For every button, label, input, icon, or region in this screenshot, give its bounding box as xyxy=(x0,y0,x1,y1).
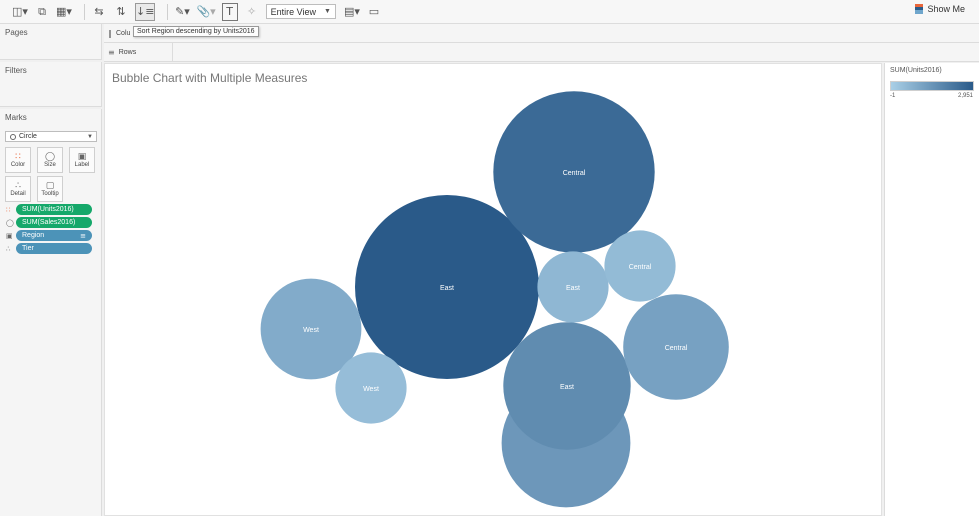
pill-tier[interactable]: Tier xyxy=(16,243,92,254)
pill-label: SUM(Sales2016) xyxy=(22,219,76,226)
duplicate-sheet-icon[interactable]: ⧉ xyxy=(38,4,46,18)
color-legend: SUM(Units2016) -1 2,951 xyxy=(884,63,979,516)
label-icon: ▣ xyxy=(6,231,13,240)
swap-icon[interactable]: ⇆ xyxy=(94,5,104,18)
bubble-east[interactable] xyxy=(355,195,539,379)
detail-button-label: Detail xyxy=(10,191,26,197)
show-cards-icon[interactable]: ▤▾ xyxy=(343,5,360,18)
toolbar-divider xyxy=(167,3,169,20)
tooltip-button-label: Tooltip xyxy=(41,191,59,197)
bubble-label: Central xyxy=(629,264,652,271)
bubble-label: Central xyxy=(665,345,688,352)
pill-label: Region xyxy=(22,232,45,239)
bubble-label: Central xyxy=(563,170,586,177)
bubble-east[interactable] xyxy=(537,251,609,323)
legend-title: SUM(Units2016) xyxy=(890,67,942,74)
color-button[interactable]: ∷ Color xyxy=(5,147,31,173)
marks-panel: Marks Circle ▼ ∷ Color ◯ Size ▣ Label ∴ … xyxy=(0,109,102,516)
show-me-icon xyxy=(915,4,924,14)
bubble-west[interactable] xyxy=(260,278,362,380)
sort-descending-icon[interactable]: ↓≡ xyxy=(135,2,156,21)
bubble-label: East xyxy=(440,285,454,292)
speech-bubble-icon: ▢ xyxy=(45,181,55,191)
detail-icon: ∴ xyxy=(15,181,21,191)
size-icon: ◯ xyxy=(6,218,14,227)
presentation-icon[interactable]: ▭ xyxy=(368,5,380,18)
label-icon: ▣ xyxy=(77,152,87,162)
show-me-button[interactable]: Show Me xyxy=(915,4,965,14)
pill-sales2016[interactable]: SUM(Sales2016) xyxy=(16,217,92,228)
sort-icon: ≡ xyxy=(80,231,86,240)
chevron-down-icon: ▼ xyxy=(87,133,93,140)
filters-title: Filters xyxy=(5,66,27,75)
sort-ascending-icon[interactable]: ⇅ xyxy=(116,5,126,18)
marks-pill-row: ∴ Tier xyxy=(6,243,92,254)
tooltip-button[interactable]: ▢ Tooltip xyxy=(37,176,63,202)
rows-shelf[interactable]: ≡ Rows xyxy=(104,42,979,62)
bubble-label: West xyxy=(303,327,319,334)
bubble-central[interactable] xyxy=(493,91,655,253)
bubble-label: East xyxy=(566,285,580,292)
marks-pill-row: ◯ SUM(Sales2016) xyxy=(6,217,92,228)
chevron-down-icon: ▼ xyxy=(324,8,331,15)
columns-shelf[interactable]: ‖ Colu xyxy=(104,24,979,43)
bubble-chart[interactable]: East Central West East West Central East Centra… xyxy=(105,64,883,516)
pages-panel: Pages xyxy=(0,24,102,60)
columns-icon: ‖ xyxy=(108,28,112,38)
toolbar: ◫▾ ⧉ ▦▾ ⇆ ⇅ ↓≡ ✎▾ 📎▾ T ✧ Entire View ▼ ▤… xyxy=(0,0,979,24)
rows-icon: ≡ xyxy=(108,47,115,57)
circle-icon xyxy=(10,133,16,140)
pill-label: Tier xyxy=(22,245,34,252)
sort-tooltip: Sort Region descending by Units2016 xyxy=(133,26,259,37)
mark-type-select[interactable]: Circle ▼ xyxy=(5,131,97,142)
bubble-label: West xyxy=(363,386,379,393)
label-button[interactable]: ▣ Label xyxy=(69,147,95,173)
size-button-label: Size xyxy=(44,162,56,168)
detail-button[interactable]: ∴ Detail xyxy=(5,176,31,202)
filters-panel: Filters xyxy=(0,62,102,107)
color-button-label: Color xyxy=(10,162,26,168)
legend-max: 2,951 xyxy=(957,93,973,99)
color-dots-icon: ∷ xyxy=(6,205,11,214)
legend-min: -1 xyxy=(890,93,896,99)
pages-title: Pages xyxy=(5,28,28,37)
fix-axes-icon[interactable]: ✧ xyxy=(247,5,257,18)
color-dots-icon: ∷ xyxy=(15,152,21,162)
size-icon: ◯ xyxy=(44,152,56,162)
fit-view-label: Entire View xyxy=(270,6,317,17)
bubble-central[interactable] xyxy=(623,294,729,400)
pill-region[interactable]: Region ≡ xyxy=(16,230,92,241)
pill-label: SUM(Units2016) xyxy=(22,206,74,213)
marks-title: Marks xyxy=(5,113,27,122)
columns-label: Colu xyxy=(116,29,131,37)
rows-shelf-label: ≡ Rows xyxy=(108,42,173,62)
toolbar-divider xyxy=(84,3,85,20)
view-title: Bubble Chart with Multiple Measures xyxy=(112,71,308,85)
bubble-west[interactable] xyxy=(335,352,407,424)
detail-icon: ∴ xyxy=(6,244,11,253)
fit-view-select[interactable]: Entire View ▼ xyxy=(265,4,336,19)
legend-gradient[interactable] xyxy=(890,81,974,91)
rows-label: Rows xyxy=(118,48,137,56)
new-data-source-icon[interactable]: ◫▾ xyxy=(12,5,28,18)
size-button[interactable]: ◯ Size xyxy=(37,147,63,173)
show-me-label: Show Me xyxy=(927,4,965,14)
clear-sheet-icon[interactable]: ▦▾ xyxy=(56,5,72,18)
bubble-central[interactable] xyxy=(604,230,676,302)
label-button-label: Label xyxy=(74,162,90,168)
bubble-label: East xyxy=(560,384,574,391)
bubble-east[interactable] xyxy=(503,322,631,450)
pill-units2016[interactable]: SUM(Units2016) xyxy=(16,204,92,215)
group-icon[interactable]: 📎▾ xyxy=(196,5,216,18)
marks-pill-row: ∷ SUM(Units2016) xyxy=(6,204,92,215)
marks-pill-row: ▣ Region ≡ xyxy=(6,230,92,241)
highlight-icon[interactable]: ✎▾ xyxy=(175,5,190,18)
mark-type-label: Circle xyxy=(19,133,37,140)
show-labels-icon[interactable]: T xyxy=(221,2,238,21)
view-canvas[interactable]: Bubble Chart with Multiple Measures East… xyxy=(104,63,882,516)
